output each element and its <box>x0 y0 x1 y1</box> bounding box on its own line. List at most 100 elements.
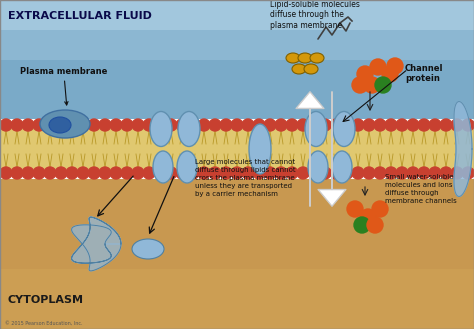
Circle shape <box>44 167 56 179</box>
Circle shape <box>99 119 111 131</box>
Circle shape <box>143 119 155 131</box>
Circle shape <box>347 201 363 217</box>
Text: Large molecules that cannot
diffuse through lipids cannot
cross the plasma membr: Large molecules that cannot diffuse thro… <box>195 159 296 197</box>
Ellipse shape <box>153 151 173 183</box>
Circle shape <box>374 167 386 179</box>
Bar <box>0 0 474 119</box>
Circle shape <box>165 167 177 179</box>
Circle shape <box>308 119 320 131</box>
Circle shape <box>396 119 408 131</box>
Text: © 2015 Pearson Education, Inc.: © 2015 Pearson Education, Inc. <box>5 321 82 326</box>
FancyArrowPatch shape <box>296 92 324 206</box>
Circle shape <box>352 77 368 93</box>
Circle shape <box>22 167 34 179</box>
Circle shape <box>253 167 265 179</box>
Circle shape <box>418 119 430 131</box>
Circle shape <box>242 119 254 131</box>
Circle shape <box>0 119 12 131</box>
Ellipse shape <box>40 110 90 138</box>
Circle shape <box>429 119 441 131</box>
Circle shape <box>132 167 144 179</box>
Circle shape <box>121 119 133 131</box>
Circle shape <box>132 119 144 131</box>
Ellipse shape <box>304 64 318 74</box>
Circle shape <box>55 119 67 131</box>
Circle shape <box>242 167 254 179</box>
Circle shape <box>352 119 364 131</box>
Text: Lipid-soluble molecules
diffuse through the
plasma membrane: Lipid-soluble molecules diffuse through … <box>270 0 360 30</box>
Circle shape <box>253 119 265 131</box>
Circle shape <box>429 167 441 179</box>
Circle shape <box>110 119 122 131</box>
Circle shape <box>370 59 386 75</box>
Circle shape <box>372 201 388 217</box>
Bar <box>0 179 474 329</box>
Circle shape <box>330 119 342 131</box>
Circle shape <box>55 167 67 179</box>
Circle shape <box>341 167 353 179</box>
Circle shape <box>297 119 309 131</box>
Circle shape <box>407 167 419 179</box>
Circle shape <box>209 167 221 179</box>
Circle shape <box>220 167 232 179</box>
Circle shape <box>297 167 309 179</box>
Circle shape <box>360 209 376 225</box>
Circle shape <box>66 119 78 131</box>
Circle shape <box>473 167 474 179</box>
Polygon shape <box>454 101 472 196</box>
Circle shape <box>143 167 155 179</box>
Bar <box>0 269 474 329</box>
Circle shape <box>363 167 375 179</box>
Circle shape <box>473 119 474 131</box>
Ellipse shape <box>305 112 327 146</box>
Circle shape <box>308 167 320 179</box>
Circle shape <box>231 119 243 131</box>
Circle shape <box>187 119 199 131</box>
Ellipse shape <box>178 112 200 146</box>
Circle shape <box>11 167 23 179</box>
Text: EXTRACELLULAR FLUID: EXTRACELLULAR FLUID <box>8 11 152 21</box>
Circle shape <box>99 167 111 179</box>
Circle shape <box>165 119 177 131</box>
Circle shape <box>231 167 243 179</box>
Ellipse shape <box>292 64 306 74</box>
Circle shape <box>367 217 383 233</box>
Ellipse shape <box>177 151 197 183</box>
Circle shape <box>462 167 474 179</box>
Circle shape <box>264 119 276 131</box>
Circle shape <box>462 119 474 131</box>
Circle shape <box>22 119 34 131</box>
Circle shape <box>33 119 45 131</box>
Ellipse shape <box>132 239 164 259</box>
Circle shape <box>77 119 89 131</box>
Circle shape <box>396 167 408 179</box>
Circle shape <box>357 66 373 82</box>
Circle shape <box>88 119 100 131</box>
Circle shape <box>0 167 12 179</box>
Circle shape <box>198 167 210 179</box>
Circle shape <box>154 119 166 131</box>
Circle shape <box>220 119 232 131</box>
Ellipse shape <box>49 117 71 133</box>
Circle shape <box>44 119 56 131</box>
Circle shape <box>77 167 89 179</box>
Circle shape <box>440 119 452 131</box>
Text: Channel
protein: Channel protein <box>405 64 444 83</box>
Circle shape <box>440 167 452 179</box>
Circle shape <box>33 167 45 179</box>
Circle shape <box>374 119 386 131</box>
Circle shape <box>176 119 188 131</box>
Polygon shape <box>72 217 121 271</box>
FancyArrowPatch shape <box>318 92 346 206</box>
Circle shape <box>110 167 122 179</box>
Bar <box>0 0 474 60</box>
Circle shape <box>363 119 375 131</box>
Circle shape <box>286 167 298 179</box>
Circle shape <box>275 119 287 131</box>
Circle shape <box>154 167 166 179</box>
Ellipse shape <box>249 124 271 174</box>
Circle shape <box>66 167 78 179</box>
Circle shape <box>275 167 287 179</box>
Circle shape <box>387 58 403 74</box>
Ellipse shape <box>150 112 172 146</box>
